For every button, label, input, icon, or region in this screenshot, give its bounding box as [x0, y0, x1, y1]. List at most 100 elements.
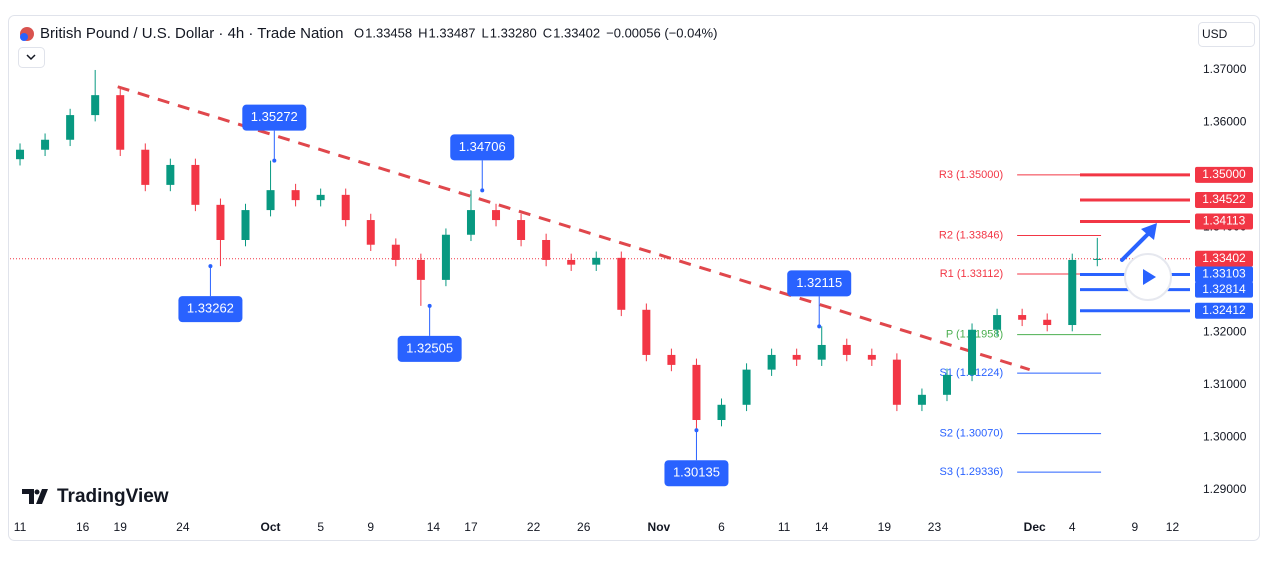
callout-box [664, 460, 729, 487]
candle-body [917, 394, 926, 405]
y-tick-label: 1.31000 [1203, 377, 1247, 391]
candle-body [942, 374, 951, 395]
x-tick-label: Dec [1024, 520, 1046, 534]
price-tag-label: 1.34113 [1203, 214, 1246, 228]
candle-body [842, 344, 851, 355]
x-tick-label: Nov [648, 520, 671, 534]
callout-point [480, 188, 485, 193]
callout-point [427, 303, 432, 308]
price-tag [1195, 213, 1253, 230]
y-tick-label: 1.29000 [1203, 482, 1247, 496]
callout-box [178, 296, 243, 323]
chevron-icon [26, 54, 36, 61]
candle-body [41, 139, 50, 150]
candle-body [16, 149, 25, 160]
callout-label: 1.33262 [187, 301, 234, 316]
candle-body [1068, 259, 1077, 326]
x-tick-label: Oct [261, 520, 281, 534]
candle-body [993, 315, 1002, 330]
ohlc-key: H [418, 25, 427, 40]
candle-body [542, 239, 551, 260]
candle-body [1043, 319, 1052, 326]
x-tick-label: 16 [76, 520, 90, 534]
callout-label: 1.32505 [406, 340, 453, 355]
price-tag [1195, 250, 1253, 267]
candle-body [1018, 315, 1027, 320]
candle-body [1093, 258, 1102, 260]
plot-area: 1.290001.300001.310001.320001.330001.340… [10, 62, 1253, 534]
callout-box [397, 335, 462, 362]
candle-body [968, 329, 977, 375]
candle-body [216, 204, 225, 240]
candle-body [466, 210, 475, 235]
pivot-label: R1 (1.33112) [940, 268, 1003, 280]
x-tick-label: 9 [367, 520, 374, 534]
price-tag [1195, 281, 1253, 298]
x-tick-label: 14 [427, 520, 441, 534]
x-tick-label: 9 [1132, 520, 1139, 534]
tradingview-logo: TradingView [22, 486, 169, 507]
x-tick-label: 23 [928, 520, 942, 534]
candle-body [166, 164, 175, 185]
ohlc-value: 1.33402 [553, 25, 600, 40]
x-tick-label: 19 [878, 520, 892, 534]
y-tick-label: 1.30000 [1203, 429, 1247, 443]
projection-arrow [1120, 230, 1152, 262]
price-tag [1195, 266, 1253, 283]
callout-label: 1.35272 [251, 109, 298, 124]
price-tag [1195, 166, 1253, 183]
price-tag-label: 1.32412 [1202, 303, 1246, 317]
callout-label: 1.30135 [673, 465, 720, 480]
ohlc-value: 1.33280 [490, 25, 537, 40]
candle-body [692, 364, 701, 421]
currency-button[interactable] [1198, 22, 1255, 47]
y-tick-label: 1.36000 [1203, 115, 1247, 129]
candle-body [792, 354, 801, 360]
pivot-label: R2 (1.33846) [939, 229, 1003, 241]
x-tick-label: 5 [317, 520, 324, 534]
ohlc-key: L [482, 25, 489, 40]
candle-body [667, 354, 676, 365]
candle-body [366, 220, 375, 245]
x-tick-label: 6 [718, 520, 725, 534]
candle-body [717, 404, 726, 421]
x-tick-label: 19 [114, 520, 128, 534]
logo-text: TradingView [57, 486, 169, 507]
x-tick-label: 22 [527, 520, 541, 534]
callout-point [272, 158, 277, 163]
candle-body [91, 95, 100, 116]
candle-body [341, 194, 350, 221]
pivot-label: S3 (1.29336) [940, 466, 1004, 478]
x-tick-label: 11 [14, 520, 27, 534]
y-tick-label: 1.32000 [1203, 325, 1247, 339]
candle-body [66, 115, 75, 140]
symbol-icon-part [20, 33, 28, 41]
ohlc-value: 1.33487 [429, 25, 476, 40]
callout-point [208, 264, 213, 269]
ohlc-value: 1.33458 [365, 25, 412, 40]
callout-point [694, 428, 699, 433]
chart-frame [8, 15, 1260, 541]
callout-label: 1.32115 [796, 275, 842, 290]
logo-dot [34, 489, 40, 495]
x-tick-label: 17 [464, 520, 478, 534]
candle-body [391, 244, 400, 260]
callout-box [450, 134, 515, 161]
ohlc-key: O [354, 25, 364, 40]
ohlc-key: C [543, 25, 552, 40]
candle-body [642, 309, 651, 355]
candle-body [492, 210, 501, 221]
ohlc-change: −0.00056 (−0.04%) [606, 25, 717, 40]
ohlc-legend: O 1.33458 H 1.33487 L 1.33280 C 1.33402 −0.00056… [354, 25, 717, 40]
candle-body [567, 259, 576, 265]
price-tag [1195, 302, 1253, 319]
candle-body [892, 359, 901, 405]
candle-body [241, 210, 250, 240]
candle-body [316, 194, 325, 201]
x-tick-label: 14 [815, 520, 829, 534]
price-tag-label: 1.33402 [1202, 251, 1246, 265]
callout-box [242, 104, 307, 131]
candle-body [141, 149, 150, 185]
candle-body [116, 95, 125, 150]
